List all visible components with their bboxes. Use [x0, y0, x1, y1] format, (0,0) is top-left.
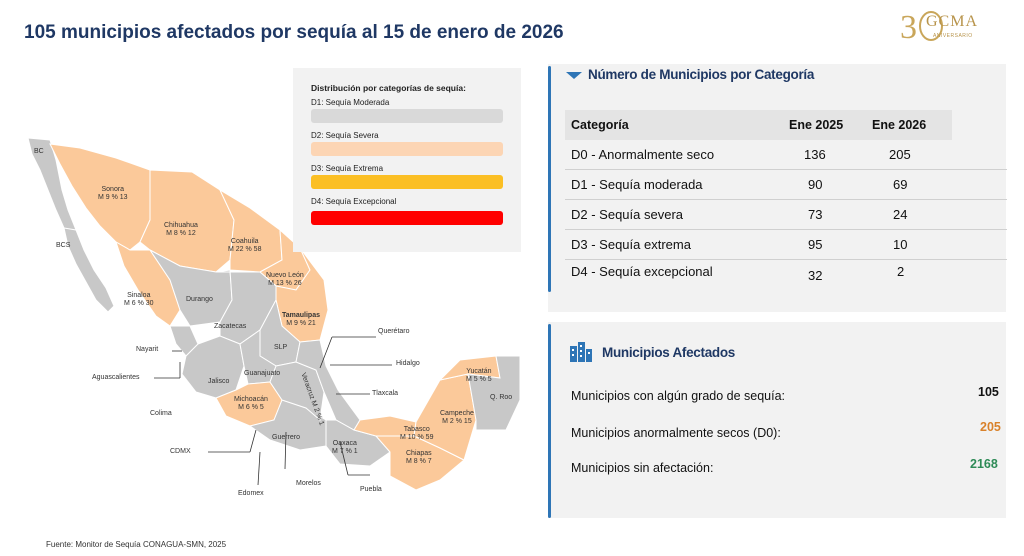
table-header: [565, 110, 952, 140]
table-row: D2 - Sequía severa 73 24: [565, 200, 1007, 230]
callout-tlaxcala: Tlaxcala: [372, 390, 399, 397]
legend-title: Distribución por categorías de sequía:: [311, 83, 466, 93]
affected-panel-title: Municipios Afectados: [602, 345, 736, 360]
mexico-drought-map: BC BCS Sonora M 9 % 13 Chihuahua M 8 % 12 …: [20, 130, 540, 510]
affected-value-none: 2168: [970, 457, 998, 471]
categories-panel: [548, 64, 1006, 312]
affected-panel-accent: [548, 324, 551, 518]
row-2026: 10: [893, 237, 908, 252]
callout-colima: Colima: [150, 410, 172, 417]
map-label-michoacan: Michoacán M 6 % 5: [234, 396, 268, 412]
callout-edomex: Edomex: [238, 490, 264, 497]
legend-swatch-d4: [311, 211, 503, 225]
row-category: D4 - Sequía excepcional: [571, 264, 713, 279]
callout-cdmx: CDMX: [170, 448, 191, 455]
callout-hidalgo: Hidalgo: [396, 360, 420, 367]
row-2025: 32: [808, 268, 823, 283]
map-label-nuevo-leon: Nuevo León M 13 % 26: [266, 272, 304, 288]
callout-queretaro: Querétaro: [378, 328, 410, 335]
row-category: D2 - Sequía severa: [571, 207, 684, 222]
row-2026: 69: [893, 177, 908, 192]
map-label-zacatecas: Zacatecas: [214, 323, 247, 330]
logo-text: GCMA: [926, 13, 979, 30]
triangle-down-icon: [566, 72, 582, 79]
callout-lines: [154, 336, 392, 486]
buildings-icon: [570, 342, 592, 362]
callout-aguascalientes: Aguascalientes: [92, 374, 140, 381]
table-row: D1 - Sequía moderada 90 69: [565, 170, 1007, 200]
affected-label-d0: Municipios anormalmente secos (D0):: [571, 426, 781, 440]
legend-label-d3: D3: Sequía Extrema: [311, 164, 384, 173]
map-label-bc: BC: [34, 148, 44, 155]
map-label-oaxaca: Oaxaca M 7 % 1: [332, 440, 358, 456]
map-label-campeche: Campeche M 2 % 15: [440, 410, 474, 426]
map-label-sonora: Sonora M 9 % 13: [98, 186, 128, 202]
mexico-map-svg: [27, 137, 521, 491]
map-label-tamaulipas: Tamaulipas M 9 % 21: [282, 312, 320, 328]
map-label-q-roo: Q. Roo: [490, 394, 513, 401]
table-header-2025: Ene 2025: [789, 118, 844, 132]
row-2026: 2: [897, 264, 905, 279]
drought-legend: Distribución por categorías de sequía: D…: [293, 68, 521, 252]
svg-text:3: 3: [900, 9, 917, 46]
table-header-category: Categoría: [571, 118, 629, 132]
map-label-durango: Durango: [186, 296, 213, 303]
state-jalisco: [181, 335, 245, 399]
table-row: D0 - Anormalmente seco 136 205: [565, 140, 1007, 170]
affected-label-drought: Municipios con algún grado de sequía:: [571, 389, 786, 403]
legend-swatch-d2: [311, 142, 503, 156]
map-label-slp: SLP: [274, 344, 288, 351]
state-sinaloa: [115, 240, 181, 327]
row-2025: 95: [808, 237, 823, 252]
state-q-roo: [467, 355, 521, 431]
row-2025: 73: [808, 207, 823, 222]
map-label-guanajuato: Guanajuato: [244, 370, 281, 377]
table-row: D4 - Sequía excepcional 32 2: [565, 260, 1007, 290]
map-label-coahuila: Coahuila M 22 % 58: [228, 238, 262, 254]
affected-label-none: Municipios sin afectación:: [571, 461, 714, 475]
row-category: D1 - Sequía moderada: [571, 177, 703, 192]
legend-label-d4: D4: Sequía Excepcional: [311, 197, 397, 206]
legend-label-d2: D2: Sequía Severa: [311, 131, 379, 140]
legend-swatch-d1: [311, 109, 503, 123]
map-label-tabasco: Tabasco M 10 % 59: [400, 426, 434, 442]
map-label-sinaloa: Sinaloa M 6 % 30: [124, 292, 154, 308]
callout-morelos: Morelos: [296, 480, 321, 487]
legend-swatch-d3: [311, 175, 503, 189]
affected-panel: [548, 322, 1006, 518]
table-header-2026: Ene 2026: [872, 118, 927, 132]
legend-label-d1: D1: Sequía Moderada: [311, 98, 390, 107]
page-title: 105 municipios afectados por sequía al 1…: [24, 22, 564, 43]
table-row: D3 - Sequía extrema 95 10: [565, 230, 1007, 260]
categories-panel-title: Número de Municipios por Categoría: [588, 67, 815, 82]
categories-panel-accent: [548, 66, 551, 292]
logo-30-icon: 3: [900, 9, 943, 46]
affected-value-drought: 105: [978, 385, 999, 399]
map-label-chiapas: Chiapas M 8 % 7: [406, 450, 432, 466]
row-2025: 136: [804, 147, 826, 162]
row-category: D0 - Anormalmente seco: [571, 147, 715, 162]
map-label-yucatan: Yucatán M 5 % 5: [466, 368, 492, 384]
state-bcs: [63, 227, 115, 313]
map-label-chihuahua: Chihuahua M 8 % 12: [164, 222, 198, 238]
row-2025: 90: [808, 177, 823, 192]
affected-value-d0: 205: [980, 420, 1001, 434]
map-label-bcs: BCS: [56, 242, 71, 249]
map-label-guerrero: Guerrero: [272, 434, 301, 441]
logo-subtext: ANIVERSARIO: [933, 33, 973, 39]
row-category: D3 - Sequía extrema: [571, 237, 691, 252]
row-2026: 24: [893, 207, 908, 222]
source-note: Fuente: Monitor de Sequía CONAGUA-SMN, 2…: [46, 540, 227, 549]
row-2026: 205: [889, 147, 911, 162]
callout-nayarit: Nayarit: [136, 346, 159, 353]
callout-puebla: Puebla: [360, 486, 382, 493]
map-label-jalisco: Jalisco: [208, 378, 230, 385]
